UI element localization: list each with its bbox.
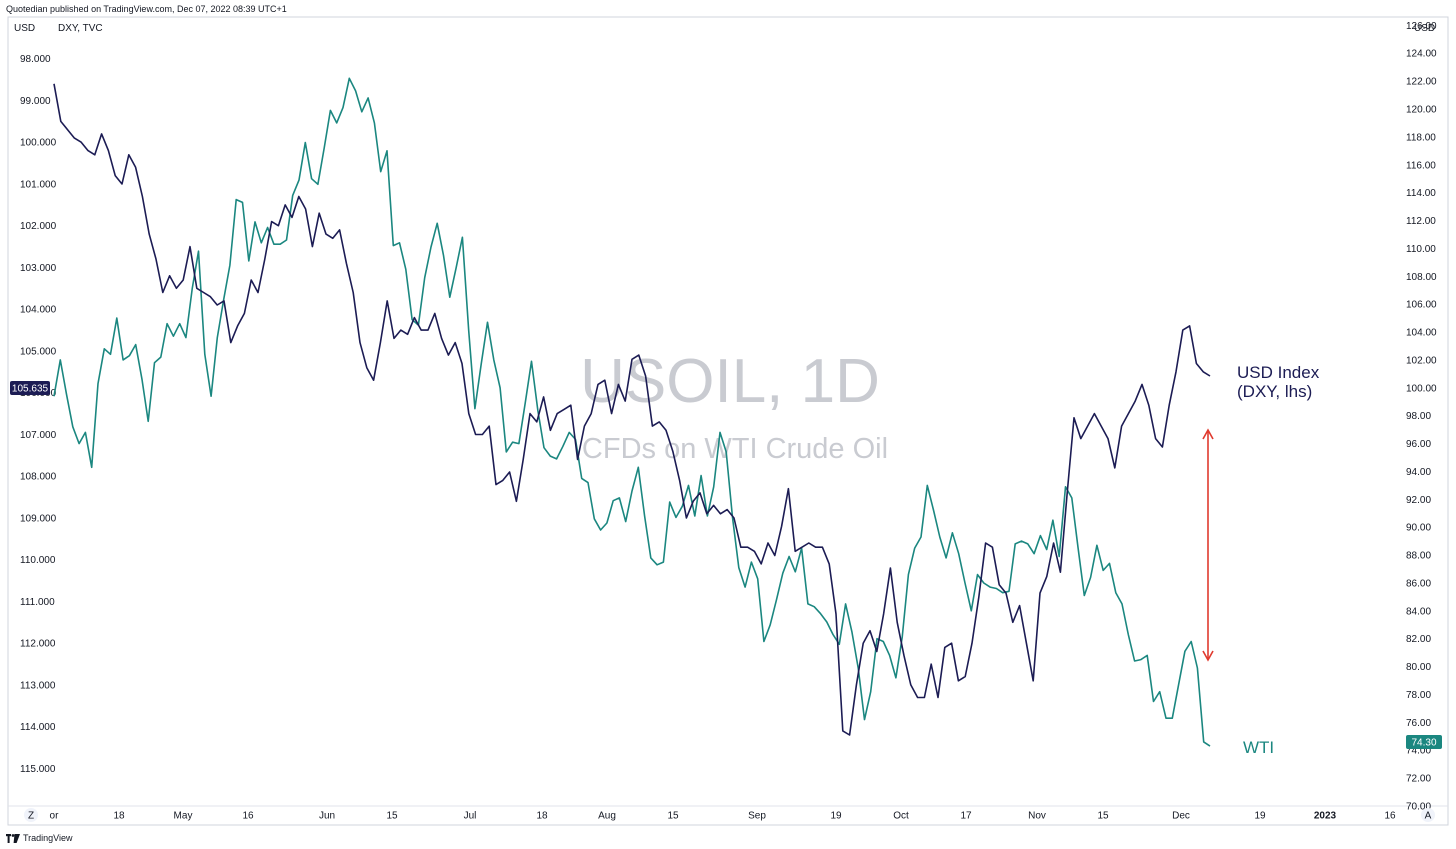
left-axis-tick-label: 103.000 [20, 263, 57, 274]
left-axis-tick-label: 99.000 [20, 96, 51, 107]
wti-annotation: WTI [1243, 738, 1274, 757]
right-axis-tick-label: 106.00 [1406, 300, 1437, 311]
right-axis-tick-label: 126.00 [1406, 21, 1437, 32]
wti-last-value-badge: 74.30 [1406, 735, 1442, 749]
watermark-symbol: USOIL, 1D [580, 347, 880, 416]
left-axis-tick-label: 98.000 [20, 54, 51, 65]
right-axis-tick-label: 120.00 [1406, 105, 1437, 116]
right-axis-tick-label: 108.00 [1406, 272, 1437, 283]
right-axis-tick-label: 124.00 [1406, 49, 1437, 60]
zoom-button-label: Z [28, 811, 34, 822]
watermark-description: CFDs on WTI Crude Oil [582, 433, 888, 465]
right-axis-tick-label: 114.00 [1406, 188, 1436, 199]
left-axis-tick-label: 112.000 [20, 639, 56, 650]
time-axis-tick-label: 19 [830, 811, 842, 822]
left-axis-tick-label: 100.000 [20, 138, 57, 149]
time-axis-tick-label: Sep [748, 811, 766, 822]
right-axis-currency: USD [1414, 23, 1435, 34]
right-axis-tick-label: 102.00 [1406, 355, 1437, 366]
left-axis-tick-label: 114.000 [20, 722, 56, 733]
time-axis-tick-label: 18 [536, 811, 548, 822]
left-axis-tick-label: 104.000 [20, 305, 57, 316]
time-axis-tick-label: 17 [960, 811, 972, 822]
left-axis-tick-label: 107.000 [20, 430, 57, 441]
right-axis-tick-label: 118.00 [1406, 132, 1436, 143]
right-axis-tick-label: 72.00 [1406, 774, 1431, 785]
usd-index-annotation: USD Index [1237, 363, 1320, 382]
zoom-button[interactable]: Z [24, 808, 38, 822]
dxy-last-value-badge: 105.635 [10, 381, 50, 395]
right-axis-tick-label: 94.00 [1406, 467, 1431, 478]
time-axis-tick-label: Dec [1172, 811, 1190, 822]
right-axis-tick-label: 70.00 [1406, 802, 1431, 813]
time-axis-tick-label: or [50, 811, 60, 822]
right-axis-tick-label: 110.00 [1406, 244, 1436, 255]
tradingview-brand-label: TradingView [23, 833, 73, 843]
right-axis-tick-label: 90.00 [1406, 523, 1431, 534]
left-axis-tick-label: 105.000 [20, 346, 57, 357]
left-axis-tick-label: 115.000 [20, 764, 56, 775]
right-axis-tick-label: 76.00 [1406, 718, 1431, 729]
time-axis: or 18 May 16 Jun 15 Jul 18 Aug 15 Sep 19 Oct 17 Nov 15 D… [50, 811, 1396, 822]
wti-last-value: 74.30 [1411, 738, 1436, 749]
right-axis-tick-label: 78.00 [1406, 690, 1431, 701]
right-axis-tick-label: 92.00 [1406, 495, 1431, 506]
time-axis-tick-label: Jul [464, 811, 477, 822]
right-axis-tick-label: 82.00 [1406, 634, 1431, 645]
left-axis-tick-label: 102.000 [20, 221, 57, 232]
right-axis: 126.00 124.00 122.00 120.00 118.00 116.00 114.… [1406, 21, 1437, 813]
tradingview-logo-icon [6, 833, 20, 843]
right-axis-tick-label: 86.00 [1406, 578, 1431, 589]
auto-scale-button[interactable]: A [1421, 808, 1435, 822]
time-axis-tick-label: 15 [667, 811, 679, 822]
right-axis-tick-label: 100.00 [1406, 383, 1437, 394]
left-axis-tick-label: 111.000 [20, 597, 55, 608]
time-axis-tick-label: 2023 [1314, 811, 1337, 822]
left-axis-tick-label: 101.000 [20, 179, 57, 190]
time-axis-tick-label: 16 [1384, 811, 1396, 822]
time-axis-tick-label: 19 [1254, 811, 1266, 822]
right-axis-tick-label: 98.00 [1406, 411, 1431, 422]
series-line-wti [53, 77, 1211, 747]
time-axis-tick-label: 15 [1097, 811, 1109, 822]
time-axis-tick-label: 18 [113, 811, 125, 822]
left-axis-tick-label: 108.000 [20, 472, 57, 483]
time-axis-tick-label: Oct [893, 811, 909, 822]
right-axis-tick-label: 96.00 [1406, 439, 1431, 450]
auto-scale-button-label: A [1425, 811, 1432, 822]
right-axis-tick-label: 122.00 [1406, 77, 1437, 88]
time-axis-tick-label: Jun [319, 811, 335, 822]
left-axis-tick-label: 110.000 [20, 555, 56, 566]
time-axis-tick-label: 15 [386, 811, 398, 822]
usd-index-annotation-sub: (DXY, lhs) [1237, 382, 1312, 401]
left-axis-symbol: DXY, TVC [58, 23, 103, 34]
right-axis-tick-label: 112.00 [1406, 216, 1436, 227]
right-axis-tick-label: 80.00 [1406, 662, 1431, 673]
publish-info: Quotedian published on TradingView.com, … [6, 4, 287, 14]
right-axis-tick-label: 88.00 [1406, 551, 1431, 562]
dxy-last-value: 105.635 [12, 384, 49, 395]
time-axis-tick-label: Nov [1028, 811, 1046, 822]
series-line-dxy [53, 83, 1211, 736]
time-axis-tick-label: May [174, 811, 193, 822]
left-axis-tick-label: 109.000 [20, 513, 57, 524]
right-axis-tick-label: 74.00 [1406, 746, 1431, 757]
time-axis-tick-label: Aug [598, 811, 616, 822]
time-axis-tick-label: 16 [242, 811, 254, 822]
left-axis-currency: USD [14, 23, 35, 34]
right-axis-tick-label: 116.00 [1406, 160, 1436, 171]
right-axis-tick-label: 104.00 [1406, 328, 1437, 339]
plot-frame [7, 16, 1449, 826]
left-axis: 98.000 99.000 100.000 101.000 102.000 103.000… [20, 54, 57, 775]
left-axis-tick-label: 113.000 [20, 680, 56, 691]
tradingview-brand: TradingView [6, 833, 73, 843]
right-axis-tick-label: 84.00 [1406, 606, 1431, 617]
